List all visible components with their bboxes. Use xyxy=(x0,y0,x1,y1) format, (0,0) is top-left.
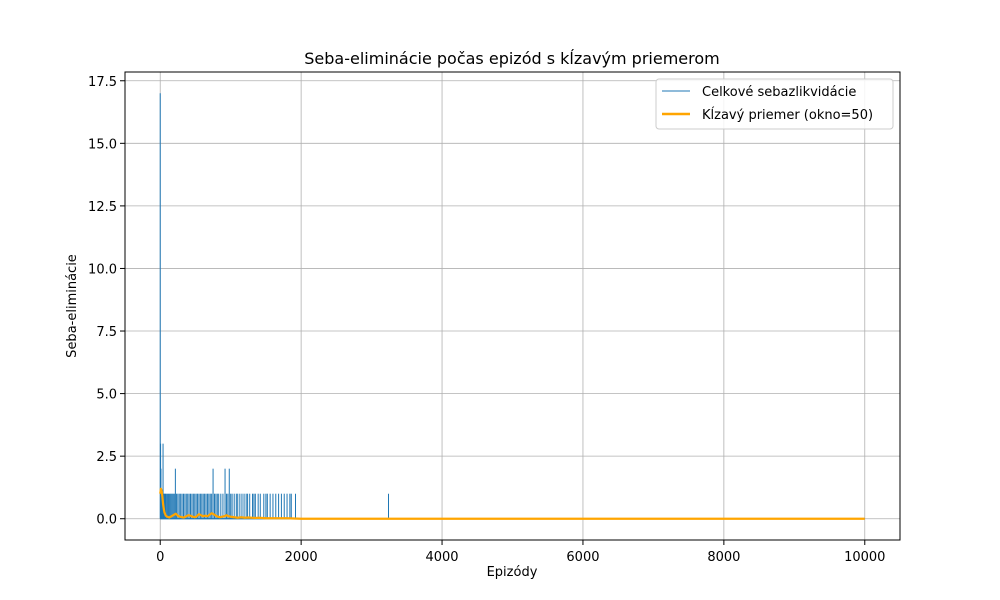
y-axis-label: Seba-eliminácie xyxy=(65,254,80,358)
x-tick-label: 2000 xyxy=(285,550,318,565)
legend: Celkové sebazlikvidácie Kĺzavý priemer (… xyxy=(655,78,894,130)
y-axis-ticks: 0.0 2.5 5.0 7.5 10.0 12.5 15.0 17.5 xyxy=(88,75,125,528)
y-tick-label: 2.5 xyxy=(96,450,117,465)
y-tick-label: 10.0 xyxy=(88,262,117,277)
x-axis-label: Epizódy xyxy=(487,565,538,580)
legend-label-klzavy: Kĺzavý priemer (okno=50) xyxy=(702,107,873,123)
series-klzavy-priemer xyxy=(159,487,865,520)
y-tick-label: 7.5 xyxy=(96,325,117,340)
x-tick-label: 6000 xyxy=(566,550,599,565)
x-tick-label: 0 xyxy=(156,550,164,565)
x-tick-label: 4000 xyxy=(425,550,458,565)
x-tick-label: 10000 xyxy=(844,550,885,565)
x-axis-ticks: 0 2000 4000 6000 8000 10000 xyxy=(156,540,885,565)
series-celkove-sebazlikvidacie xyxy=(159,93,865,520)
moving-average-line xyxy=(159,487,865,520)
legend-label-celkove: Celkové sebazlikvidácie xyxy=(702,85,856,100)
y-tick-label: 0.0 xyxy=(96,513,117,528)
legend-box xyxy=(655,78,894,130)
chart-title: Seba-eliminácie počas epizód s kĺzavým p… xyxy=(304,49,719,68)
x-tick-label: 8000 xyxy=(707,550,740,565)
y-tick-label: 5.0 xyxy=(96,388,117,403)
y-tick-label: 12.5 xyxy=(88,200,117,215)
grid-lines xyxy=(125,72,900,540)
y-tick-label: 17.5 xyxy=(88,75,117,90)
y-tick-label: 15.0 xyxy=(88,137,117,152)
plot-frame xyxy=(124,71,901,541)
